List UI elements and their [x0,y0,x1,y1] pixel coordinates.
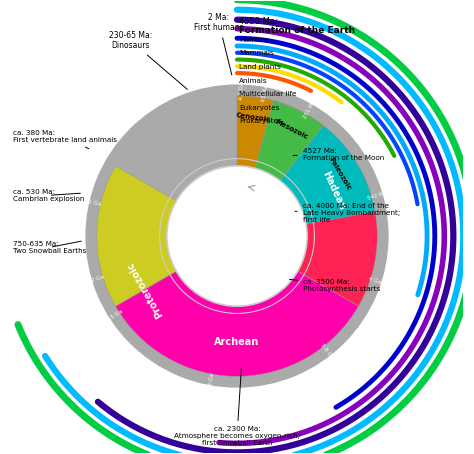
Wedge shape [116,271,358,376]
Text: 4.6 Ga: 4.6 Ga [239,81,245,99]
Text: ca. 530 Ma:
Cambrian explosion: ca. 530 Ma: Cambrian explosion [13,189,84,202]
Text: Mammals: Mammals [239,50,274,56]
Text: 2 Ma:
First humans: 2 Ma: First humans [194,13,244,75]
Wedge shape [85,84,389,388]
Text: 4527 Ma:
Formation of the Moon: 4527 Ma: Formation of the Moon [293,148,384,161]
Text: 3 Ga: 3 Ga [208,373,215,386]
Circle shape [167,166,307,306]
Text: Paleozoic: Paleozoic [328,157,352,192]
Text: Humans: Humans [239,37,269,43]
Text: Animals: Animals [239,78,268,84]
Wedge shape [97,166,176,306]
Text: 4550 Ma:: 4550 Ma: [239,16,278,25]
Text: 2 Ga: 2 Ga [91,274,105,283]
Text: 3.8 Ga: 3.8 Ga [319,342,334,360]
Text: Hadean: Hadean [320,170,347,212]
Text: Mesozoic: Mesozoic [274,118,309,140]
Text: Prokaryotes: Prokaryotes [239,118,282,124]
Text: ca. 380 Ma:
First vertebrate land animals: ca. 380 Ma: First vertebrate land animal… [13,130,117,149]
Wedge shape [237,96,377,306]
Text: Land plants: Land plants [239,64,281,70]
Text: 251 Ma: 251 Ma [302,100,317,120]
Text: Multicellular life: Multicellular life [239,91,297,97]
Text: 2.5 Ga: 2.5 Ga [106,308,124,322]
Text: 65 Ma: 65 Ma [261,84,269,102]
Text: Cenozoic: Cenozoic [236,112,272,123]
Text: ca. 4000 Ma: End of the
Late Heavy Bombardment;
first life: ca. 4000 Ma: End of the Late Heavy Bomba… [295,203,400,223]
Text: ca. 2300 Ma:
Atmosphere becomes oxygen-rich;
first Snowball Earth: ca. 2300 Ma: Atmosphere becomes oxygen-r… [174,369,300,446]
Text: Eukaryotes: Eukaryotes [239,105,280,111]
Text: Archean: Archean [214,337,260,347]
Text: 750-635 Ma:
Two Snowball Earths: 750-635 Ma: Two Snowball Earths [13,241,86,254]
Wedge shape [255,100,323,181]
Text: Formation of the Earth: Formation of the Earth [239,25,356,35]
Text: 4 Ga: 4 Ga [368,276,382,285]
Text: 1 Ga: 1 Ga [88,199,102,207]
Text: Proterozoic: Proterozoic [125,260,165,319]
Wedge shape [237,96,273,168]
Text: ca. 3500 Ma:
Photosynthesis starts: ca. 3500 Ma: Photosynthesis starts [290,279,380,292]
Text: 230-65 Ma:
Dinosaurs: 230-65 Ma: Dinosaurs [109,31,187,89]
Wedge shape [280,125,375,224]
Text: 542 Ma: 542 Ma [366,191,388,201]
